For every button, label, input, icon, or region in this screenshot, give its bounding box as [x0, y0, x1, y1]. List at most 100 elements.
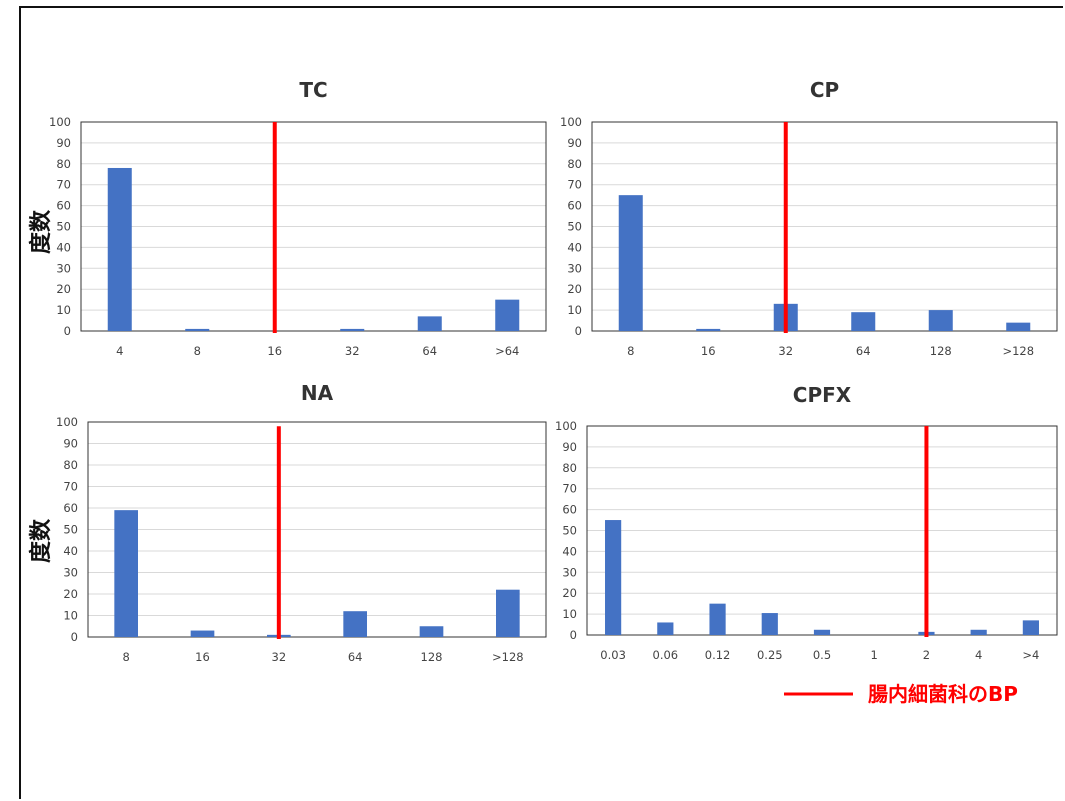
y-tick-label: 90: [63, 437, 78, 451]
y-tick-label: 90: [562, 440, 577, 454]
bar->128: [1006, 322, 1031, 331]
bar-64: [343, 611, 367, 637]
x-tick-label: 64: [348, 650, 363, 664]
x-tick-label: 0.06: [653, 648, 679, 662]
y-tick-label: 60: [562, 503, 577, 517]
y-tick-label: 10: [562, 607, 577, 621]
y-tick-label: 60: [567, 199, 582, 213]
plot-area: [591, 121, 1058, 332]
bar-0.5: [813, 629, 831, 635]
y-tick-label: 20: [63, 587, 78, 601]
x-tick-label: 4: [116, 344, 123, 358]
x-tick-label: >4: [1022, 648, 1039, 662]
x-tick-label: 8: [627, 344, 634, 358]
chart-title: TC: [299, 78, 327, 102]
x-tick-label: >64: [495, 344, 519, 358]
y-tick-label: 40: [562, 544, 577, 558]
x-tick-label: 0.5: [813, 648, 831, 662]
bar-0.12: [709, 603, 726, 635]
bar-64: [417, 316, 442, 331]
y-tick-label: 50: [567, 220, 582, 234]
y-tick-label: 80: [56, 157, 71, 171]
y-tick-label: 0: [575, 324, 582, 338]
x-tick-label: 0.12: [705, 648, 731, 662]
x-tick-label: 0.03: [600, 648, 626, 662]
x-tick-label: 128: [930, 344, 952, 358]
y-tick-label: 20: [567, 282, 582, 296]
x-tick-label: 8: [194, 344, 201, 358]
bar-32: [340, 328, 365, 331]
x-tick-label: 32: [272, 650, 287, 664]
x-tick-label: 64: [856, 344, 871, 358]
x-tick-label: 16: [701, 344, 716, 358]
y-tick-label: 10: [567, 303, 582, 317]
y-axis-label-bottom: 度数: [28, 518, 54, 563]
bar->4: [1022, 620, 1039, 635]
bar-128: [928, 310, 953, 331]
y-axis-label-top: 度数: [28, 209, 54, 254]
x-tick-label: 8: [123, 650, 130, 664]
chart-title: CP: [810, 78, 839, 102]
y-tick-label: 60: [56, 199, 71, 213]
y-tick-label: 20: [56, 282, 71, 296]
y-tick-label: 70: [56, 178, 71, 192]
bar->128: [496, 589, 520, 637]
chart-title: NA: [301, 381, 334, 405]
x-tick-label: 16: [267, 344, 282, 358]
bar->64: [495, 299, 520, 331]
bar-0.03: [605, 520, 622, 635]
x-tick-label: 4: [975, 648, 982, 662]
y-tick-label: 20: [562, 586, 577, 600]
y-tick-label: 70: [567, 178, 582, 192]
bar-8: [618, 195, 643, 331]
y-tick-label: 40: [567, 240, 582, 254]
y-tick-label: 30: [567, 261, 582, 275]
y-tick-label: 40: [63, 544, 78, 558]
y-tick-label: 80: [562, 461, 577, 475]
x-tick-label: >128: [492, 650, 524, 664]
y-tick-label: 100: [555, 419, 577, 433]
y-tick-label: 10: [63, 609, 78, 623]
bar-128: [419, 626, 444, 637]
y-tick-label: 90: [56, 136, 71, 150]
x-tick-label: 1: [871, 648, 878, 662]
x-tick-label: >128: [1002, 344, 1034, 358]
x-tick-label: 64: [422, 344, 437, 358]
y-tick-label: 30: [63, 566, 78, 580]
bar-0.25: [761, 613, 778, 635]
chart-na: NA 0 10 20 30 40 50 60 70 80 90 100 8 16 32 64 128 >128: [56, 381, 547, 664]
bar-16: [190, 630, 215, 637]
y-tick-label: 50: [56, 220, 71, 234]
bar-8: [185, 328, 210, 331]
bar-4: [107, 167, 132, 331]
slide-frame: [19, 6, 1063, 799]
chart-title: CPFX: [793, 383, 852, 407]
y-tick-label: 70: [63, 480, 78, 494]
bar-64: [851, 312, 876, 331]
x-tick-label: 2: [923, 648, 930, 662]
y-tick-label: 50: [562, 524, 577, 538]
y-tick-label: 0: [570, 628, 577, 642]
x-tick-label: 128: [421, 650, 443, 664]
y-tick-label: 30: [56, 261, 71, 275]
y-tick-label: 70: [562, 482, 577, 496]
x-tick-label: 32: [345, 344, 360, 358]
y-tick-label: 100: [49, 115, 71, 129]
x-tick-label: 16: [195, 650, 210, 664]
legend-bp-label: 腸内細菌科のBP: [868, 682, 1018, 706]
plot-area: [87, 421, 547, 638]
y-tick-label: 0: [64, 324, 71, 338]
y-tick-label: 90: [567, 136, 582, 150]
y-tick-label: 40: [56, 240, 71, 254]
y-tick-label: 0: [71, 630, 78, 644]
y-tick-label: 80: [63, 458, 78, 472]
bar-8: [114, 510, 138, 637]
chart-cpfx: CPFX 0 10 20 30 40 50 60 70 80 90 100 0.03 0.06 0.12 0.…: [555, 383, 1058, 662]
chart-tc: TC 0 10 20 30 40 50 60 70 80 90 100 4 8 16 32 64 >64: [49, 78, 547, 358]
chart-cp: CP 0 10 20 30 40 50 60 70 80 90 100 8 16 32 64 128 >128: [560, 78, 1058, 358]
x-tick-label: 32: [778, 344, 793, 358]
y-tick-label: 10: [56, 303, 71, 317]
y-tick-label: 60: [63, 501, 78, 515]
x-tick-label: 0.25: [757, 648, 783, 662]
